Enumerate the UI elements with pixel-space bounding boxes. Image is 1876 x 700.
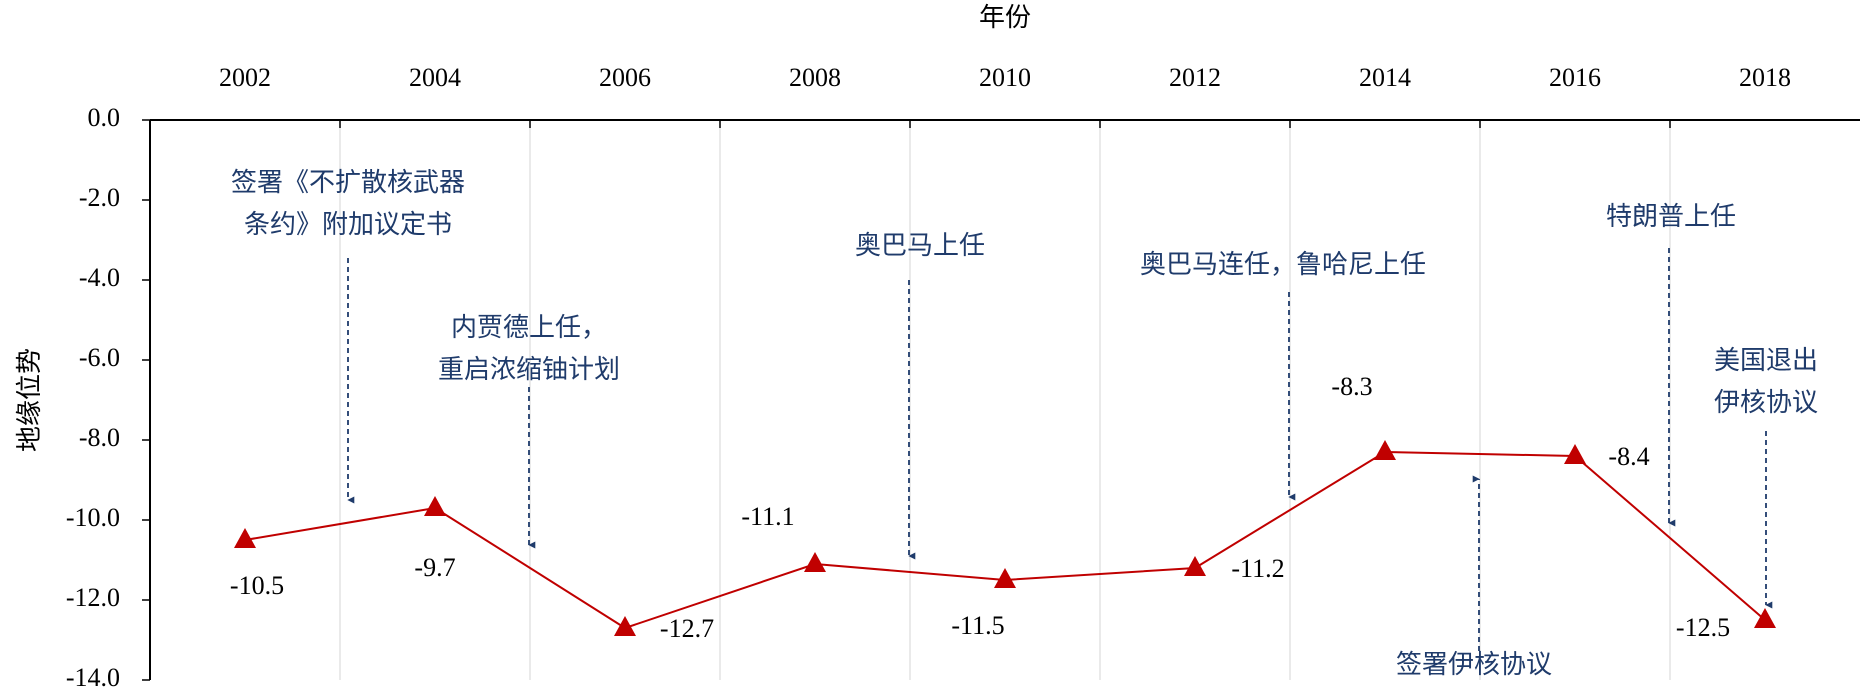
marker — [1374, 440, 1396, 460]
annotation-text: 奥巴马连任，鲁哈尼上任 — [1140, 250, 1426, 279]
marker — [614, 616, 636, 636]
y-tick-label: -6.0 — [79, 343, 120, 372]
y-tick-label: -14.0 — [66, 663, 120, 692]
x-tick-label: 2018 — [1739, 63, 1791, 92]
marker — [234, 528, 256, 548]
marker — [804, 552, 826, 572]
x-tick-label: 2008 — [789, 63, 841, 92]
annotation-text: 奥巴马上任 — [855, 231, 985, 260]
annotation-text: 签署《不扩散核武器 — [231, 168, 465, 197]
y-tick-label: 0.0 — [88, 103, 121, 132]
y-tick-label: -2.0 — [79, 183, 120, 212]
x-tick-label: 2010 — [979, 63, 1031, 92]
x-tick-label: 2002 — [219, 63, 271, 92]
x-tick-label: 2016 — [1549, 63, 1601, 92]
annotation-text: 重启浓缩铀计划 — [438, 355, 620, 384]
series-line — [244, 450, 1766, 630]
value-label: -9.7 — [414, 553, 455, 582]
value-label: -10.5 — [230, 571, 284, 600]
value-label: -12.5 — [1676, 613, 1730, 642]
marker — [994, 568, 1016, 588]
x-tick-label: 2004 — [409, 63, 461, 92]
marker — [424, 496, 446, 516]
annotation-text: 签署伊核协议 — [1396, 650, 1552, 679]
y-axis-title: 地缘位势 — [15, 348, 44, 452]
y-tick-label: -12.0 — [66, 583, 120, 612]
x-tick-label: 2014 — [1359, 63, 1411, 92]
annotation-text: 美国退出 — [1714, 346, 1818, 375]
value-label: -8.4 — [1608, 442, 1649, 471]
marker — [1754, 608, 1776, 628]
annotation-text: 条约》附加议定书 — [244, 210, 452, 239]
y-tick-label: -8.0 — [79, 423, 120, 452]
annotation-text: 特朗普上任 — [1606, 202, 1736, 231]
x-axis-title: 年份 — [979, 3, 1031, 32]
annotation-text: 伊核协议 — [1714, 388, 1818, 417]
x-tick-label: 2006 — [599, 63, 651, 92]
value-label: -12.7 — [660, 614, 714, 643]
value-label: -11.5 — [951, 611, 1004, 640]
y-tick-label: -4.0 — [79, 263, 120, 292]
value-label: -8.3 — [1331, 372, 1372, 401]
annotation-text: 内贾德上任， — [451, 313, 607, 342]
value-label: -11.1 — [741, 502, 794, 531]
marker — [1184, 556, 1206, 576]
y-tick-label: -10.0 — [66, 503, 120, 532]
value-label: -11.2 — [1231, 554, 1284, 583]
x-tick-label: 2012 — [1169, 63, 1221, 92]
marker — [1564, 444, 1586, 464]
